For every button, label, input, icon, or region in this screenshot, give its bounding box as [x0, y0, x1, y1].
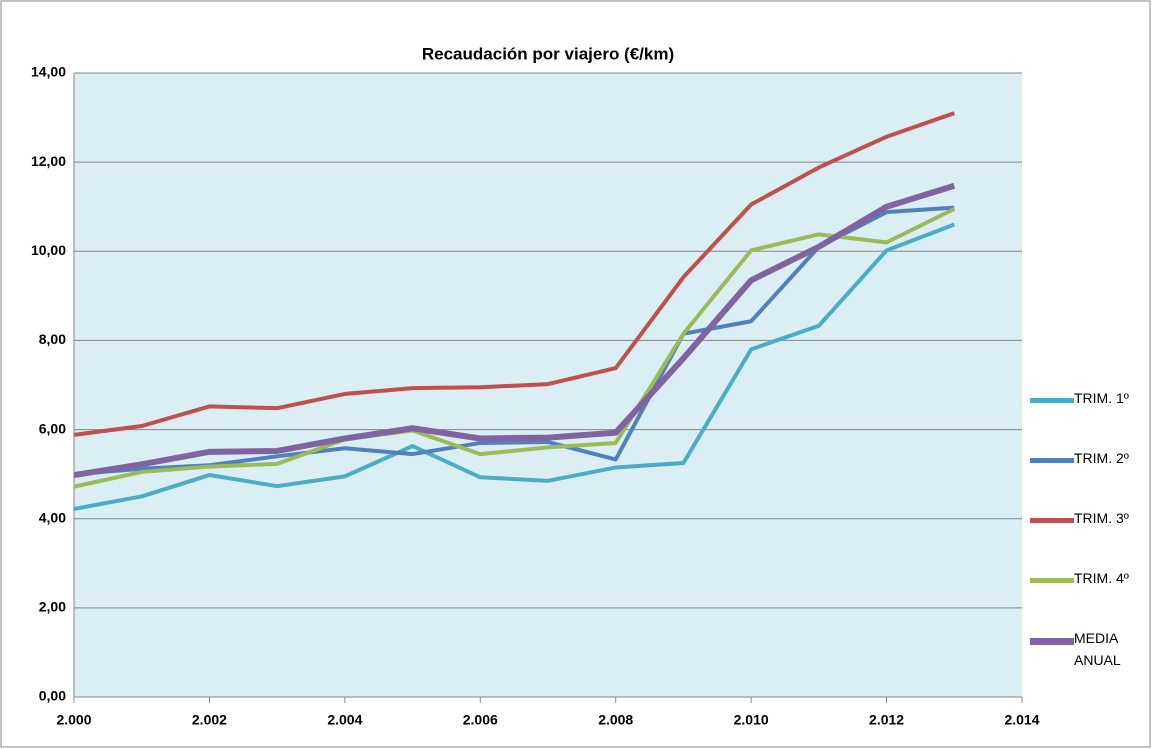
legend-swatch	[1030, 578, 1074, 583]
series-line	[73, 182, 956, 478]
legend-label: TRIM. 4º	[1074, 570, 1129, 586]
x-tick-label: 2.004	[327, 712, 362, 728]
series-line	[73, 207, 956, 489]
legend-label: TRIM. 3º	[1074, 510, 1129, 526]
legend-label: TRIM. 1º	[1074, 390, 1129, 406]
legend-item: TRIM. 2º	[1030, 450, 1144, 469]
legend-swatch	[1030, 458, 1074, 463]
series-line	[73, 222, 955, 511]
legend-item: TRIM. 3º	[1030, 510, 1144, 529]
legend-label: TRIM. 2º	[1074, 450, 1129, 466]
legend-item: MEDIA ANUAL	[1030, 630, 1144, 671]
legend-swatch	[1030, 638, 1074, 645]
legend-item: TRIM. 1º	[1030, 390, 1144, 409]
y-tick-label: 10,00	[31, 242, 66, 258]
x-tick-label: 2.008	[598, 712, 633, 728]
x-tick-label: 2.002	[192, 712, 227, 728]
x-tick-label: 2.000	[56, 712, 91, 728]
series-line	[73, 111, 955, 437]
y-tick-label: 0,00	[39, 688, 66, 704]
x-tick-label: 2.014	[1004, 712, 1039, 728]
legend-swatch	[1030, 398, 1074, 403]
legend-item: TRIM. 4º	[1030, 570, 1144, 589]
x-tick-label: 2.010	[734, 712, 769, 728]
chart-title: Recaudación por viajero (€/km)	[422, 44, 674, 63]
x-tick-label: 2.006	[463, 712, 498, 728]
y-tick-label: 4,00	[39, 509, 66, 525]
y-tick-label: 6,00	[39, 420, 66, 436]
legend-label: MEDIA ANUAL	[1074, 630, 1121, 668]
y-tick-label: 2,00	[39, 599, 66, 615]
y-tick-label: 14,00	[31, 64, 66, 80]
x-tick-label: 2.012	[869, 712, 904, 728]
y-tick-label: 8,00	[39, 331, 66, 347]
series-line	[73, 205, 955, 477]
y-tick-label: 12,00	[31, 153, 66, 169]
legend-swatch	[1030, 518, 1074, 523]
